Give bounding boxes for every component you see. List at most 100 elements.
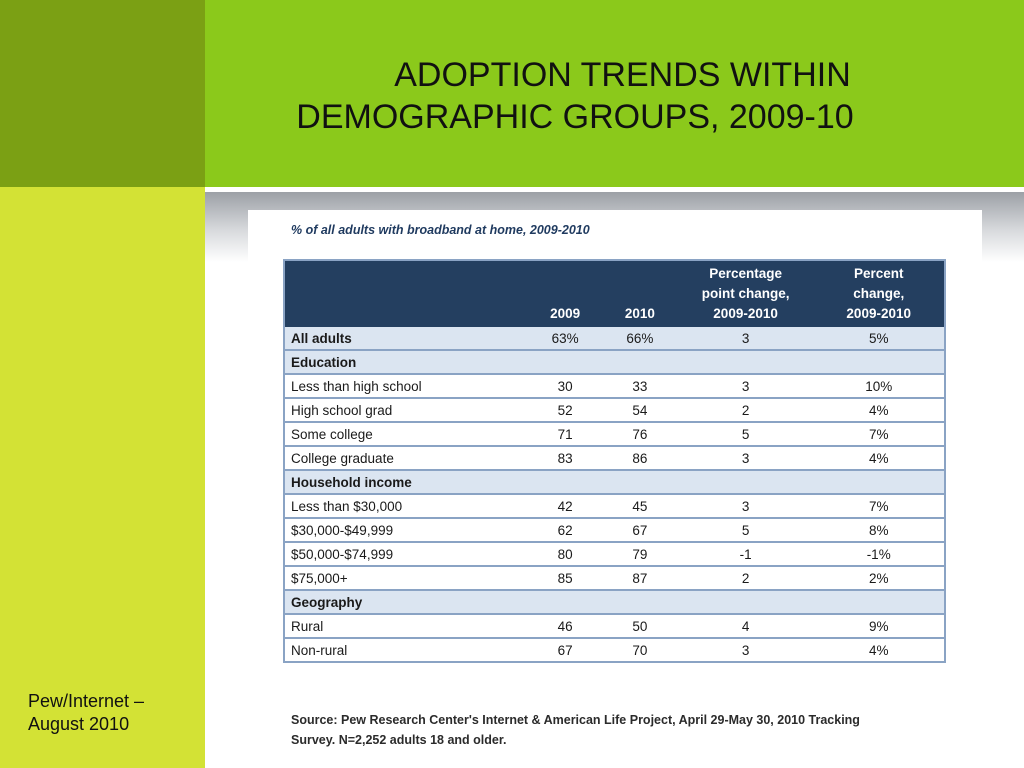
- cell-percent-change: 2%: [813, 566, 945, 591]
- cell-2009: 80: [528, 542, 602, 567]
- header-group: [284, 260, 529, 327]
- title-band: [205, 0, 1024, 187]
- cell-2010: 33: [602, 374, 678, 399]
- row-label: Rural: [284, 614, 529, 639]
- table-row-all-adults: All adults 63% 66% 3 5%: [284, 327, 945, 351]
- cell-percent-change: 4%: [813, 398, 945, 423]
- footer-line-1: Pew/Internet –: [28, 691, 145, 711]
- cell-2009: 62: [528, 518, 602, 543]
- row-label: Non-rural: [284, 638, 529, 663]
- cell-2009: 71: [528, 422, 602, 447]
- table-caption: % of all adults with broadband at home, …: [291, 223, 590, 237]
- table-header-row: 2009 2010 Percentage point change, 2009-…: [284, 260, 945, 327]
- cell-2009: 42: [528, 494, 602, 519]
- cell-point-change: 3: [677, 327, 814, 351]
- cell-point-change: 3: [677, 494, 814, 519]
- cell-2010: 45: [602, 494, 678, 519]
- cell-percent-change: 4%: [813, 638, 945, 663]
- header-percent-change-line: change,: [853, 286, 905, 301]
- section-row-household-income: Household income: [284, 470, 945, 495]
- cell-point-change: 5: [677, 422, 814, 447]
- cell-2009: 63%: [528, 327, 602, 351]
- footer-attribution: Pew/Internet – August 2010: [28, 690, 198, 736]
- row-label: College graduate: [284, 446, 529, 471]
- cell-point-change: 4: [677, 614, 814, 639]
- section-label: Education: [284, 350, 945, 375]
- section-label: Household income: [284, 470, 945, 495]
- cell-2010: 67: [602, 518, 678, 543]
- row-label: $75,000+: [284, 566, 529, 591]
- header-point-change-line: Percentage: [709, 266, 782, 281]
- table-row: $30,000-$49,999 62 67 5 8%: [284, 518, 945, 543]
- cell-2010: 76: [602, 422, 678, 447]
- cell-2010: 66%: [602, 327, 678, 351]
- cell-2009: 52: [528, 398, 602, 423]
- cell-2010: 86: [602, 446, 678, 471]
- table-row: Rural 46 50 4 9%: [284, 614, 945, 639]
- row-label: Less than $30,000: [284, 494, 529, 519]
- table-row: High school grad 52 54 2 4%: [284, 398, 945, 423]
- slide-title: ADOPTION TRENDS WITHIN DEMOGRAPHIC GROUP…: [230, 54, 920, 138]
- table-row: Less than high school 30 33 3 10%: [284, 374, 945, 399]
- header-point-change: Percentage point change, 2009-2010: [677, 260, 814, 327]
- cell-2010: 54: [602, 398, 678, 423]
- cell-percent-change: 10%: [813, 374, 945, 399]
- cell-percent-change: 4%: [813, 446, 945, 471]
- slide-title-line-2: DEMOGRAPHIC GROUPS, 2009-10: [296, 98, 854, 136]
- row-label: Some college: [284, 422, 529, 447]
- source-line-1: Source: Pew Research Center's Internet &…: [291, 713, 860, 727]
- header-2010: 2010: [602, 260, 678, 327]
- cell-point-change: 2: [677, 398, 814, 423]
- table-panel: % of all adults with broadband at home, …: [248, 210, 982, 768]
- divider-strip: [205, 187, 1024, 192]
- row-label: All adults: [284, 327, 529, 351]
- left-accent-block-bottom: [0, 187, 205, 768]
- cell-point-change: 3: [677, 446, 814, 471]
- source-line-2: Survey. N=2,252 adults 18 and older.: [291, 733, 507, 747]
- source-note: Source: Pew Research Center's Internet &…: [291, 710, 971, 750]
- cell-percent-change: 5%: [813, 327, 945, 351]
- cell-2010: 70: [602, 638, 678, 663]
- section-row-education: Education: [284, 350, 945, 375]
- table-row: College graduate 83 86 3 4%: [284, 446, 945, 471]
- header-2009: 2009: [528, 260, 602, 327]
- left-accent-block-top: [0, 0, 205, 187]
- cell-point-change: -1: [677, 542, 814, 567]
- cell-point-change: 3: [677, 374, 814, 399]
- footer-line-2: August 2010: [28, 714, 130, 734]
- table-row: Some college 71 76 5 7%: [284, 422, 945, 447]
- broadband-adoption-table: 2009 2010 Percentage point change, 2009-…: [283, 259, 946, 663]
- cell-2010: 50: [602, 614, 678, 639]
- cell-2009: 67: [528, 638, 602, 663]
- cell-percent-change: 7%: [813, 422, 945, 447]
- cell-2009: 46: [528, 614, 602, 639]
- header-percent-change: Percent change, 2009-2010: [813, 260, 945, 327]
- cell-percent-change: 8%: [813, 518, 945, 543]
- slide-title-line-1: ADOPTION TRENDS WITHIN: [394, 56, 851, 94]
- cell-2010: 87: [602, 566, 678, 591]
- cell-percent-change: 7%: [813, 494, 945, 519]
- header-point-change-line: 2009-2010: [713, 306, 778, 321]
- cell-2009: 85: [528, 566, 602, 591]
- row-label: $50,000-$74,999: [284, 542, 529, 567]
- cell-2009: 30: [528, 374, 602, 399]
- row-label: High school grad: [284, 398, 529, 423]
- cell-2009: 83: [528, 446, 602, 471]
- header-percent-change-line: 2009-2010: [846, 306, 911, 321]
- header-percent-change-line: Percent: [853, 266, 904, 281]
- table-row: Less than $30,000 42 45 3 7%: [284, 494, 945, 519]
- header-point-change-line: point change,: [701, 286, 790, 301]
- row-label: $30,000-$49,999: [284, 518, 529, 543]
- cell-point-change: 3: [677, 638, 814, 663]
- table-row: $75,000+ 85 87 2 2%: [284, 566, 945, 591]
- cell-2010: 79: [602, 542, 678, 567]
- cell-point-change: 2: [677, 566, 814, 591]
- section-label: Geography: [284, 590, 945, 615]
- cell-percent-change: 9%: [813, 614, 945, 639]
- cell-percent-change: -1%: [813, 542, 945, 567]
- section-row-geography: Geography: [284, 590, 945, 615]
- table-row: $50,000-$74,999 80 79 -1 -1%: [284, 542, 945, 567]
- row-label: Less than high school: [284, 374, 529, 399]
- table-row: Non-rural 67 70 3 4%: [284, 638, 945, 663]
- cell-point-change: 5: [677, 518, 814, 543]
